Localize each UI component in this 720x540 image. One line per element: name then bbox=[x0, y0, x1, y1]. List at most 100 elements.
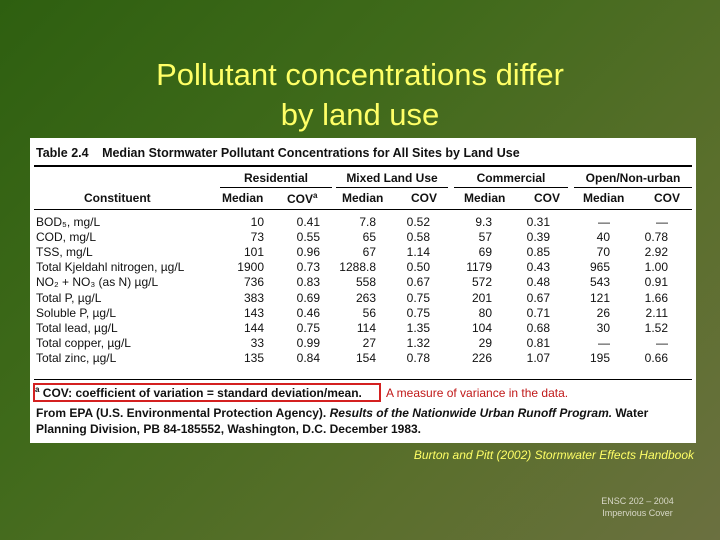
slide-title: Pollutant concentrations differ by land … bbox=[60, 55, 660, 135]
table-caption: Table 2.4 Median Stormwater Pollutant Co… bbox=[36, 146, 520, 160]
footer: ENSC 202 – 2004 Impervious Cover bbox=[580, 495, 695, 519]
group-header-mixed: Mixed Land Use bbox=[346, 171, 438, 185]
value-cell: 154 bbox=[355, 351, 376, 366]
value-cell: 1.32 bbox=[406, 336, 430, 351]
constituent-cell: Soluble P, µg/L bbox=[36, 305, 117, 320]
group-underline bbox=[454, 187, 568, 188]
citation: Burton and Pitt (2002) Stormwater Effect… bbox=[413, 448, 694, 462]
header-rule bbox=[34, 209, 692, 210]
value-cell: 1.07 bbox=[526, 351, 550, 366]
value-cell: 114 bbox=[356, 320, 376, 335]
table-row: COD, mg/L 73 0.55 65 0.58 57 0.39 40 0.78 bbox=[34, 229, 668, 244]
constituent-cell: Total P, µg/L bbox=[36, 290, 102, 305]
value-cell: — bbox=[598, 336, 610, 351]
constituent-cell: Total lead, µg/L bbox=[36, 320, 118, 335]
value-cell: 0.52 bbox=[406, 214, 430, 229]
median-header: Median bbox=[464, 191, 506, 205]
value-cell: 65 bbox=[362, 229, 376, 244]
value-cell: 0.69 bbox=[296, 290, 320, 305]
table-row: Total P, µg/L 383 0.69 263 0.75 201 0.67 121 1.6… bbox=[34, 290, 668, 305]
value-cell: 543 bbox=[589, 275, 610, 290]
constituent-cell: COD, mg/L bbox=[36, 229, 97, 244]
value-cell: — bbox=[656, 214, 668, 229]
table-title: Median Stormwater Pollutant Concentratio… bbox=[102, 146, 520, 160]
footer-course: ENSC 202 – 2004 bbox=[601, 496, 674, 506]
top-rule bbox=[34, 165, 692, 167]
value-cell: 40 bbox=[596, 229, 610, 244]
value-cell: 0.58 bbox=[406, 229, 430, 244]
bottom-rule bbox=[34, 379, 692, 380]
value-cell: 0.81 bbox=[526, 336, 550, 351]
value-cell: 26 bbox=[596, 305, 610, 320]
median-header: Median bbox=[583, 191, 625, 205]
value-cell: 0.41 bbox=[296, 214, 320, 229]
median-header: Median bbox=[222, 191, 264, 205]
value-cell: 9.3 bbox=[475, 214, 492, 229]
value-cell: 0.85 bbox=[526, 244, 550, 259]
value-cell: 0.48 bbox=[526, 275, 550, 290]
value-cell: 0.84 bbox=[296, 351, 320, 366]
value-cell: 1.00 bbox=[644, 260, 668, 275]
value-cell: 80 bbox=[478, 305, 492, 320]
variance-annotation: A measure of variance in the data. bbox=[386, 386, 569, 400]
value-cell: 0.67 bbox=[526, 290, 550, 305]
value-cell: 69 bbox=[478, 244, 492, 259]
value-cell: 0.68 bbox=[526, 320, 550, 335]
value-cell: 0.96 bbox=[296, 244, 320, 259]
table-row: Total lead, µg/L 144 0.75 114 1.35 104 0.68 30 1… bbox=[34, 320, 668, 335]
table-row: TSS, mg/L 101 0.96 67 1.14 69 0.85 70 2.92 bbox=[34, 244, 668, 259]
group-underline bbox=[220, 187, 332, 188]
value-cell: 0.91 bbox=[644, 275, 668, 290]
group-underline bbox=[336, 187, 448, 188]
value-cell: 226 bbox=[471, 351, 492, 366]
value-cell: 0.75 bbox=[296, 320, 320, 335]
cov-footnote: a COV: coefficient of variation = standa… bbox=[35, 385, 362, 400]
value-cell: 57 bbox=[478, 229, 492, 244]
footnote-highlight-box bbox=[33, 383, 381, 402]
cov-header: COV bbox=[654, 191, 681, 205]
value-cell: 10 bbox=[250, 214, 264, 229]
value-cell: 0.83 bbox=[296, 275, 320, 290]
value-cell: 27 bbox=[362, 336, 376, 351]
value-cell: 0.50 bbox=[406, 260, 430, 275]
constituent-cell: NO₂ + NO₃ (as N) µg/L bbox=[36, 275, 159, 290]
value-cell: 1179 bbox=[466, 260, 492, 275]
table-number: Table 2.4 bbox=[36, 146, 89, 160]
value-cell: — bbox=[598, 214, 610, 229]
value-cell: 143 bbox=[243, 305, 264, 320]
constituent-header: Constituent bbox=[84, 191, 151, 205]
title-line-2: by land use bbox=[280, 97, 440, 132]
value-cell: 0.55 bbox=[296, 229, 320, 244]
data-table: BOD₅, mg/L 10 0.41 7.8 0.52 9.3 0.31— — COD, mg/… bbox=[34, 214, 668, 366]
value-cell: 144 bbox=[243, 320, 264, 335]
table-row: Total zinc, µg/L 135 0.84 154 0.78 226 1.07 195… bbox=[34, 351, 668, 366]
value-cell: 965 bbox=[589, 260, 610, 275]
table-row: NO₂ + NO₃ (as N) µg/L 736 0.83 558 0.67 572 0.… bbox=[34, 275, 668, 290]
median-header: Median bbox=[342, 191, 384, 205]
value-cell: 0.78 bbox=[406, 351, 430, 366]
title-line-1: Pollutant concentrations differ bbox=[156, 57, 564, 92]
value-cell: 263 bbox=[355, 290, 376, 305]
value-cell: 1.52 bbox=[644, 320, 668, 335]
value-cell: 0.46 bbox=[296, 305, 320, 320]
cov-header: COV bbox=[534, 191, 561, 205]
value-cell: 135 bbox=[243, 351, 264, 366]
constituent-cell: BOD₅, mg/L bbox=[36, 214, 101, 229]
value-cell: 33 bbox=[250, 336, 264, 351]
group-header-residential: Residential bbox=[243, 171, 309, 185]
value-cell: 0.78 bbox=[644, 229, 668, 244]
source-note: From EPA (U.S. Environmental Protection … bbox=[36, 406, 649, 436]
constituent-cell: Total copper, µg/L bbox=[36, 336, 131, 351]
group-underline bbox=[574, 187, 692, 188]
group-header-commercial: Commercial bbox=[476, 171, 546, 185]
cov-header: COV bbox=[411, 191, 438, 205]
value-cell: 0.99 bbox=[296, 336, 320, 351]
table-row: Soluble P, µg/L 143 0.46 56 0.75 80 0.71 26 2.11 bbox=[34, 305, 668, 320]
value-cell: 0.43 bbox=[526, 260, 550, 275]
value-cell: 0.71 bbox=[526, 305, 550, 320]
value-cell: 104 bbox=[471, 320, 492, 335]
constituent-cell: Total Kjeldahl nitrogen, µg/L bbox=[36, 260, 185, 275]
group-header-open: Open/Non-urban bbox=[585, 171, 681, 185]
value-cell: 2.92 bbox=[644, 244, 668, 259]
value-cell: 0.39 bbox=[526, 229, 550, 244]
